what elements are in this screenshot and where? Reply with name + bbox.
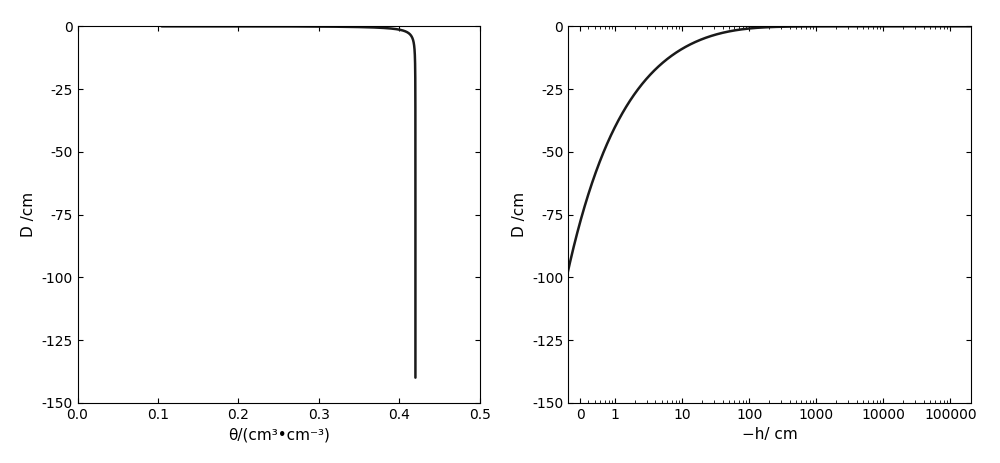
Y-axis label: D /cm: D /cm [512,192,527,237]
Y-axis label: D /cm: D /cm [21,192,36,237]
X-axis label: −h/ cm: −h/ cm [742,427,797,442]
X-axis label: θ/(cm³•cm⁻³): θ/(cm³•cm⁻³) [228,427,330,442]
